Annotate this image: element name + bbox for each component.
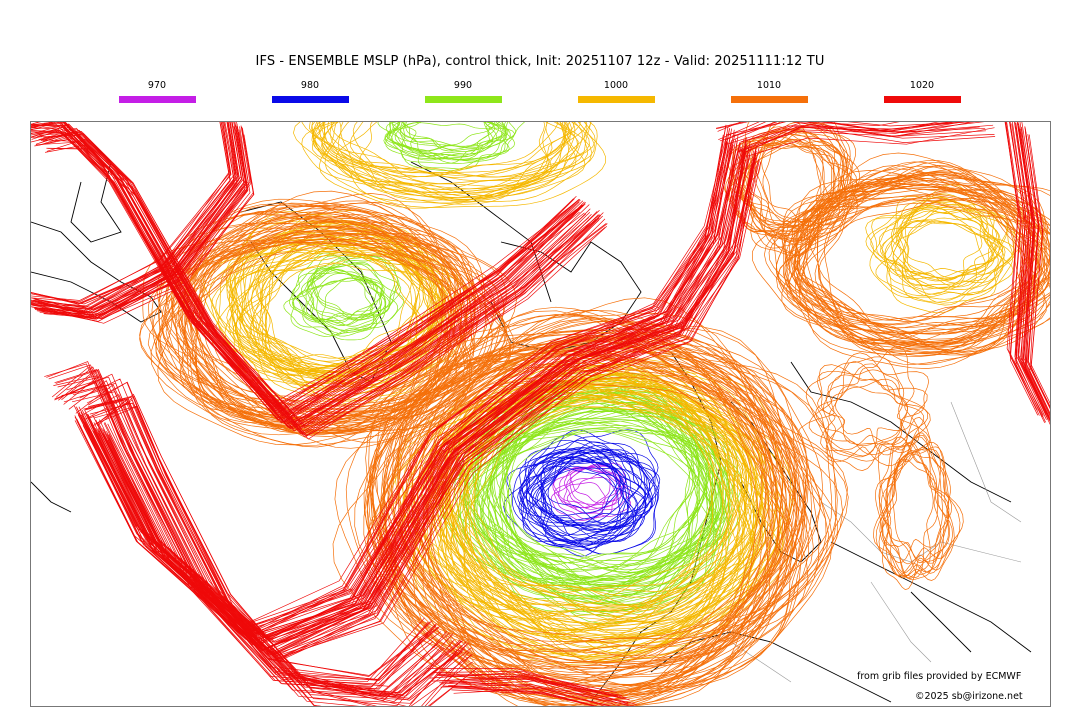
legend-swatch xyxy=(424,96,502,103)
legend-item-1000: 1000 xyxy=(577,80,655,103)
legend-item-970: 970 xyxy=(118,80,196,103)
country-borders xyxy=(730,401,1022,683)
legend-swatch xyxy=(730,96,808,103)
legend-swatch xyxy=(577,96,655,103)
legend-label: 970 xyxy=(147,80,167,91)
legend-item-980: 980 xyxy=(271,80,349,103)
copyright-credit: ©2025 sb@irizone.net xyxy=(915,691,1023,702)
legend-label: 1000 xyxy=(603,80,629,91)
chart-title: IFS - ENSEMBLE MSLP (hPa), control thick… xyxy=(255,54,825,69)
legend-label: 980 xyxy=(300,80,320,91)
legend-label: 990 xyxy=(453,80,473,91)
legend-label: 1010 xyxy=(756,80,782,91)
legend-item-1020: 1020 xyxy=(883,80,961,103)
source-credit: from grib files provided by ECMWF xyxy=(857,671,1022,682)
legend-label: 1020 xyxy=(909,80,935,91)
isobar-contours xyxy=(31,122,1050,706)
legend-item-1010: 1010 xyxy=(730,80,808,103)
legend-swatch xyxy=(271,96,349,103)
legend-swatch xyxy=(118,96,196,103)
legend-swatch xyxy=(883,96,961,103)
isobar-map xyxy=(31,122,1050,706)
legend-item-990: 990 xyxy=(424,80,502,103)
map-panel xyxy=(30,121,1051,707)
